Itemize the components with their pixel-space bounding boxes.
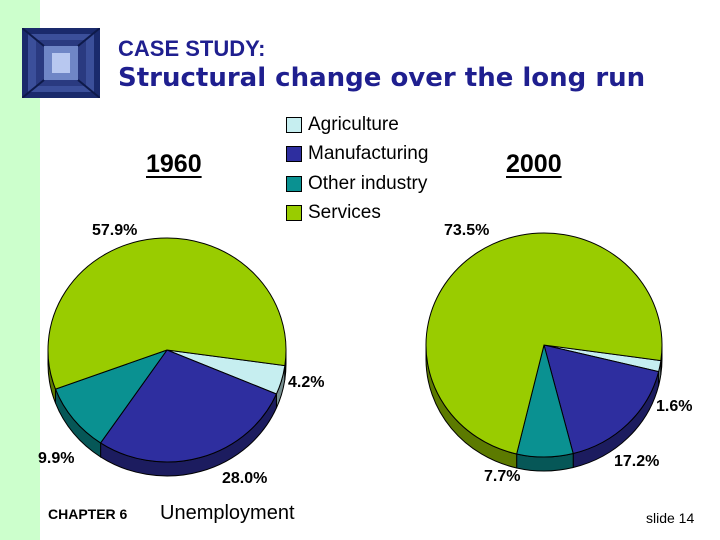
legend-label-other-industry: Other industry xyxy=(308,172,428,194)
legend-item-manufacturing: Manufacturing xyxy=(286,140,428,170)
pie-1960-label-agriculture: 4.2% xyxy=(288,374,325,391)
legend-swatch-other-industry xyxy=(286,175,302,192)
pie-2000-label-manufacturing: 17.2% xyxy=(614,453,660,470)
legend-swatch-manufacturing xyxy=(286,146,302,163)
legend-item-services: Services xyxy=(286,199,428,229)
tunnel-logo-icon xyxy=(22,28,100,98)
pie-2000-title: 2000 xyxy=(506,150,562,178)
pie-1960-title: 1960 xyxy=(146,150,202,178)
legend-label-manufacturing: Manufacturing xyxy=(308,143,429,165)
pie-1960-label-other-industry: 9.9% xyxy=(38,450,75,467)
legend-label-agriculture: Agriculture xyxy=(308,113,399,135)
pie-1960 xyxy=(47,237,287,477)
pie-1960-label-services: 57.9% xyxy=(92,222,138,239)
pie-2000-slice-services xyxy=(425,232,663,455)
pie-2000 xyxy=(425,232,663,472)
legend-item-agriculture: Agriculture xyxy=(286,110,428,140)
legend-swatch-agriculture xyxy=(286,116,302,133)
chart-legend: Agriculture Manufacturing Other industry… xyxy=(286,110,428,228)
legend-item-other-industry: Other industry xyxy=(286,169,428,199)
pie-2000-slice-manufacturing xyxy=(543,344,660,455)
footer-topic: Unemployment xyxy=(160,502,295,524)
pie-2000-label-agriculture: 1.6% xyxy=(656,398,693,415)
pie-2000-label-other-industry: 7.7% xyxy=(484,468,521,485)
pie-1960-slice-manufacturing xyxy=(99,349,278,463)
pie-1960-slice-other-industry xyxy=(54,349,169,444)
pie-2000-label-services: 73.5% xyxy=(444,222,490,239)
legend-swatch-services xyxy=(286,205,302,222)
footer-chapter: CHAPTER 6 xyxy=(48,506,128,522)
page-title: Structural change over the long run xyxy=(118,63,646,93)
footer-slide-number: slide 14 xyxy=(646,510,695,526)
case-study-kicker: CASE STUDY: xyxy=(118,36,266,61)
pie-1960-slice-services xyxy=(47,237,287,390)
legend-label-services: Services xyxy=(308,202,381,224)
pie-1960-label-manufacturing: 28.0% xyxy=(222,470,268,487)
